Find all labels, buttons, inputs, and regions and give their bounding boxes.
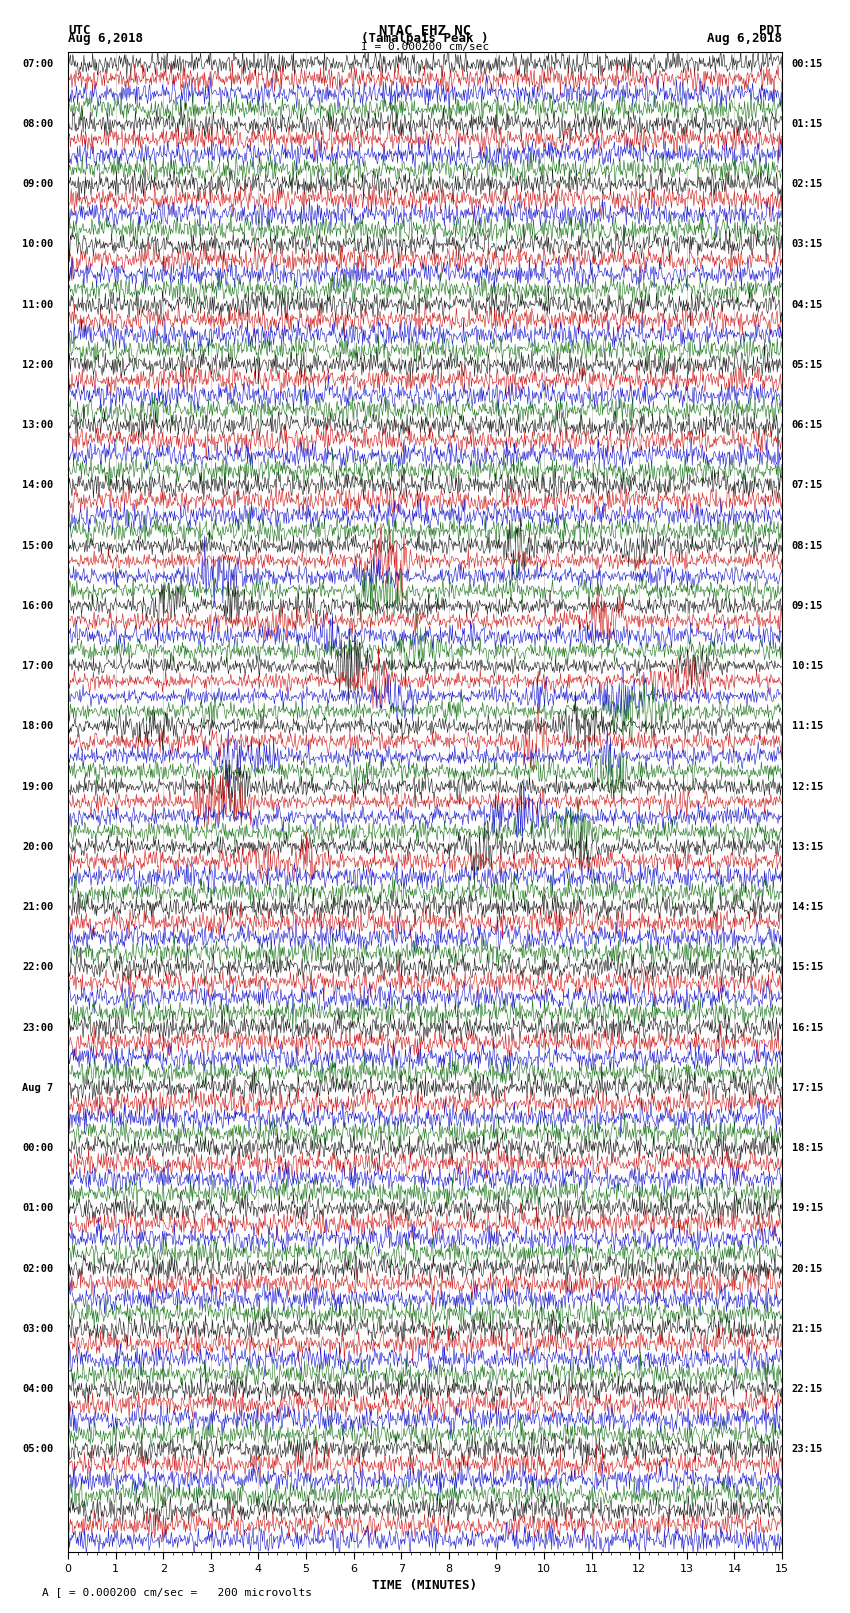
Text: 08:15: 08:15 bbox=[791, 540, 823, 550]
Text: 07:00: 07:00 bbox=[22, 58, 54, 69]
Text: 05:15: 05:15 bbox=[791, 360, 823, 369]
Text: Aug 6,2018: Aug 6,2018 bbox=[707, 32, 782, 45]
Text: 18:00: 18:00 bbox=[22, 721, 54, 731]
Text: 20:15: 20:15 bbox=[791, 1263, 823, 1274]
Text: I = 0.000200 cm/sec: I = 0.000200 cm/sec bbox=[361, 42, 489, 52]
Text: 11:00: 11:00 bbox=[22, 300, 54, 310]
Text: Aug 7: Aug 7 bbox=[22, 1082, 54, 1094]
Text: 07:15: 07:15 bbox=[791, 481, 823, 490]
Text: 01:00: 01:00 bbox=[22, 1203, 54, 1213]
Text: 02:00: 02:00 bbox=[22, 1263, 54, 1274]
Text: 16:15: 16:15 bbox=[791, 1023, 823, 1032]
Text: 12:00: 12:00 bbox=[22, 360, 54, 369]
Text: 20:00: 20:00 bbox=[22, 842, 54, 852]
Text: 14:00: 14:00 bbox=[22, 481, 54, 490]
Text: 14:15: 14:15 bbox=[791, 902, 823, 911]
Text: 21:15: 21:15 bbox=[791, 1324, 823, 1334]
Text: 05:00: 05:00 bbox=[22, 1444, 54, 1455]
Text: 03:00: 03:00 bbox=[22, 1324, 54, 1334]
Text: 12:15: 12:15 bbox=[791, 782, 823, 792]
Text: 10:15: 10:15 bbox=[791, 661, 823, 671]
Text: 04:15: 04:15 bbox=[791, 300, 823, 310]
Text: (Tamalpais Peak ): (Tamalpais Peak ) bbox=[361, 32, 489, 45]
Text: Aug 6,2018: Aug 6,2018 bbox=[68, 32, 143, 45]
Text: 08:00: 08:00 bbox=[22, 119, 54, 129]
Text: 22:15: 22:15 bbox=[791, 1384, 823, 1394]
Text: 21:00: 21:00 bbox=[22, 902, 54, 911]
Text: 09:15: 09:15 bbox=[791, 602, 823, 611]
Text: 17:00: 17:00 bbox=[22, 661, 54, 671]
Text: 16:00: 16:00 bbox=[22, 602, 54, 611]
X-axis label: TIME (MINUTES): TIME (MINUTES) bbox=[372, 1579, 478, 1592]
Text: 19:00: 19:00 bbox=[22, 782, 54, 792]
Text: NTAC EHZ NC: NTAC EHZ NC bbox=[379, 24, 471, 39]
Text: 06:15: 06:15 bbox=[791, 419, 823, 431]
Text: 15:15: 15:15 bbox=[791, 963, 823, 973]
Text: 00:00: 00:00 bbox=[22, 1144, 54, 1153]
Text: 19:15: 19:15 bbox=[791, 1203, 823, 1213]
Text: 01:15: 01:15 bbox=[791, 119, 823, 129]
Text: PDT: PDT bbox=[760, 24, 782, 37]
Text: 23:15: 23:15 bbox=[791, 1444, 823, 1455]
Text: 04:00: 04:00 bbox=[22, 1384, 54, 1394]
Text: 09:00: 09:00 bbox=[22, 179, 54, 189]
Text: 00:15: 00:15 bbox=[791, 58, 823, 69]
Text: 22:00: 22:00 bbox=[22, 963, 54, 973]
Text: 10:00: 10:00 bbox=[22, 239, 54, 250]
Text: 11:15: 11:15 bbox=[791, 721, 823, 731]
Text: UTC: UTC bbox=[68, 24, 90, 37]
Text: 13:15: 13:15 bbox=[791, 842, 823, 852]
Text: 02:15: 02:15 bbox=[791, 179, 823, 189]
Text: 03:15: 03:15 bbox=[791, 239, 823, 250]
Text: 23:00: 23:00 bbox=[22, 1023, 54, 1032]
Text: 13:00: 13:00 bbox=[22, 419, 54, 431]
Text: 15:00: 15:00 bbox=[22, 540, 54, 550]
Text: 17:15: 17:15 bbox=[791, 1082, 823, 1094]
Text: A [ = 0.000200 cm/sec =   200 microvolts: A [ = 0.000200 cm/sec = 200 microvolts bbox=[42, 1587, 313, 1597]
Text: 18:15: 18:15 bbox=[791, 1144, 823, 1153]
